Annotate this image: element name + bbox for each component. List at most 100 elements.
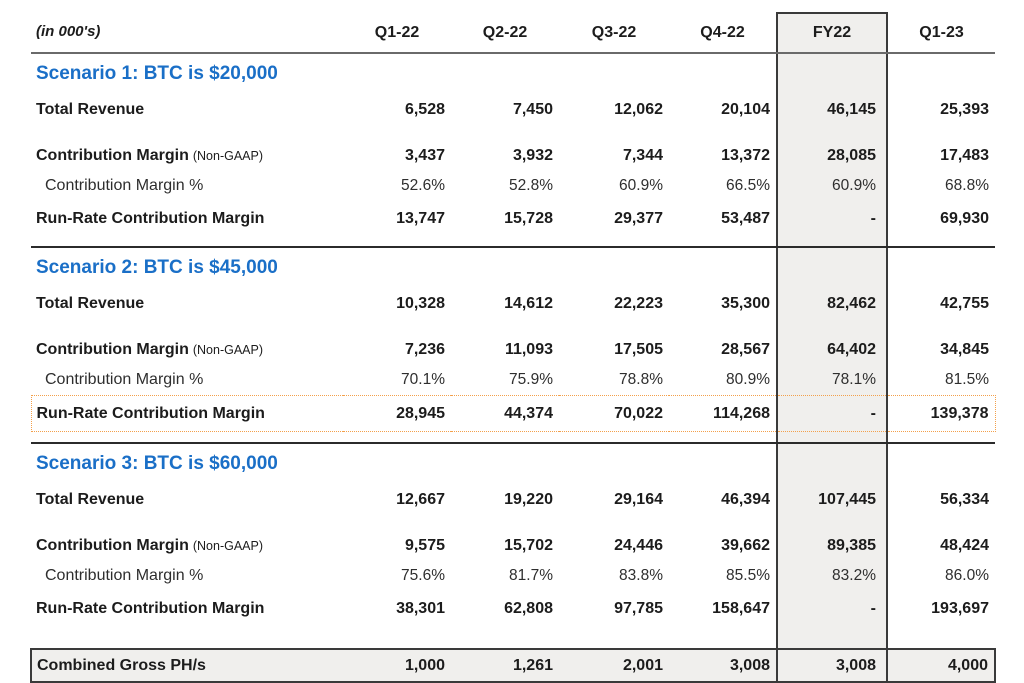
column-header-fy22: FY22 xyxy=(776,12,888,54)
column-header-q1-23: Q1-23 xyxy=(887,13,995,54)
empty-cell xyxy=(776,443,888,484)
section-end-spacer xyxy=(559,431,669,444)
unit-label: (in 000's) xyxy=(31,13,343,54)
value-cell: 38,301 xyxy=(396,599,445,617)
value-cell: 69,930 xyxy=(940,209,989,227)
row-label-text: Run-Rate Contribution Margin xyxy=(36,209,265,227)
value-cell: 35,300 xyxy=(721,295,770,313)
row-label: Total Revenue xyxy=(31,484,343,516)
row-label-text: Total Revenue xyxy=(36,101,145,119)
spacer-cell xyxy=(776,126,888,140)
row-label: Contribution Margin % xyxy=(31,365,343,396)
value-cell: 15,702 xyxy=(504,536,553,554)
empty-cell xyxy=(559,443,669,484)
value-cell: 68.8% xyxy=(945,177,989,195)
spacer-cell xyxy=(887,632,995,649)
spacer-cell xyxy=(669,320,777,334)
value-cell: 14,612 xyxy=(504,295,553,313)
value-cell: 12,062 xyxy=(614,101,663,119)
value-cell: 28,567 xyxy=(721,340,770,358)
empty-cell xyxy=(343,53,451,94)
value-cell: 7,344 xyxy=(622,146,663,164)
row-label: Total Revenue xyxy=(31,288,343,320)
column-header-q3-22: Q3-22 xyxy=(559,13,669,54)
empty-cell xyxy=(887,247,995,288)
row-label-text: Total Revenue xyxy=(36,491,145,509)
row-label: Contribution Margin % xyxy=(31,171,343,201)
value-cell: 46,394 xyxy=(721,491,770,509)
section-end-spacer xyxy=(776,626,888,632)
value-cell: 82,462 xyxy=(776,288,888,320)
value-cell: 75.9% xyxy=(509,371,553,389)
section-end-spacer xyxy=(887,431,995,444)
scenario-table: (in 000's) Q1-22 Q2-22 Q3-22 Q4-22 FY22 Q1-23 S… xyxy=(30,12,996,683)
value-cell: 60.9% xyxy=(619,177,663,195)
section-end-spacer xyxy=(669,236,777,248)
value-cell: 80.9% xyxy=(726,371,770,389)
empty-cell xyxy=(887,443,995,484)
value-cell: 85.5% xyxy=(726,567,770,585)
value-cell: 29,377 xyxy=(614,209,663,227)
value-cell: 24,446 xyxy=(614,536,663,554)
value-cell: 7,236 xyxy=(404,340,445,358)
section-end-spacer xyxy=(31,236,343,248)
value-cell: 17,483 xyxy=(940,146,989,164)
value-cell: 28,085 xyxy=(776,140,888,171)
section-title: Scenario 2: BTC is $45,000 xyxy=(36,256,278,278)
value-cell: 78.8% xyxy=(619,371,663,389)
row-label: Run-Rate Contribution Margin xyxy=(31,201,343,236)
value-cell: 139,378 xyxy=(887,395,996,432)
row-label: Contribution Margin (Non-GAAP) xyxy=(31,140,343,171)
row-label-text: Contribution Margin % xyxy=(45,177,204,195)
value-cell: 12,667 xyxy=(396,491,445,509)
value-cell: 3,437 xyxy=(404,146,445,164)
spacer-cell xyxy=(887,320,995,334)
spacer-cell xyxy=(559,126,669,140)
spacer-cell xyxy=(669,632,777,649)
empty-cell xyxy=(669,247,777,288)
footer-value-cell: 3,008 xyxy=(776,648,888,683)
spacer-cell xyxy=(31,632,343,649)
value-cell: 29,164 xyxy=(614,491,663,509)
spacer-cell xyxy=(451,126,559,140)
spacer-cell xyxy=(776,632,888,649)
value-cell: 3,932 xyxy=(512,146,553,164)
spacer-cell xyxy=(343,516,451,530)
spacer-cell xyxy=(31,320,343,334)
value-cell: 56,334 xyxy=(940,491,989,509)
scenario-table-body: (in 000's) Q1-22 Q2-22 Q3-22 Q4-22 FY22 Q1-23 S… xyxy=(30,12,996,683)
row-label-text: Run-Rate Contribution Margin xyxy=(36,404,265,422)
value-cell: 52.8% xyxy=(509,177,553,195)
footer-value-cell: 4,000 xyxy=(887,648,996,683)
non-gaap-note: (Non-GAAP) xyxy=(192,342,264,357)
value-cell: - xyxy=(776,201,888,236)
value-cell: 64,402 xyxy=(776,334,888,365)
spacer-cell xyxy=(451,632,559,649)
value-cell: 89,385 xyxy=(776,530,888,561)
value-cell: 10,328 xyxy=(396,295,445,313)
spacer-cell xyxy=(887,126,995,140)
row-label-text: Total Revenue xyxy=(36,295,145,313)
empty-cell xyxy=(776,247,888,288)
value-cell: 19,220 xyxy=(504,491,553,509)
spacer-cell xyxy=(559,516,669,530)
column-header-q1-22: Q1-22 xyxy=(343,13,451,54)
value-cell: 70,022 xyxy=(559,395,669,432)
section-title: Scenario 3: BTC is $60,000 xyxy=(36,452,278,474)
row-label: Contribution Margin (Non-GAAP) xyxy=(31,530,343,561)
spacer-cell xyxy=(343,126,451,140)
footer-value-cell: 1,000 xyxy=(343,648,451,683)
non-gaap-note: (Non-GAAP) xyxy=(192,148,264,163)
value-cell: 13,747 xyxy=(396,209,445,227)
row-label: Total Revenue xyxy=(31,94,343,126)
row-label-text: Contribution Margin xyxy=(36,146,189,164)
value-cell: 62,808 xyxy=(504,599,553,617)
value-cell: 20,104 xyxy=(721,101,770,119)
empty-cell xyxy=(559,53,669,94)
value-cell: 53,487 xyxy=(721,209,770,227)
value-cell: 17,505 xyxy=(614,340,663,358)
non-gaap-note: (Non-GAAP) xyxy=(192,538,264,553)
value-cell: 34,845 xyxy=(940,340,989,358)
empty-cell xyxy=(669,53,777,94)
